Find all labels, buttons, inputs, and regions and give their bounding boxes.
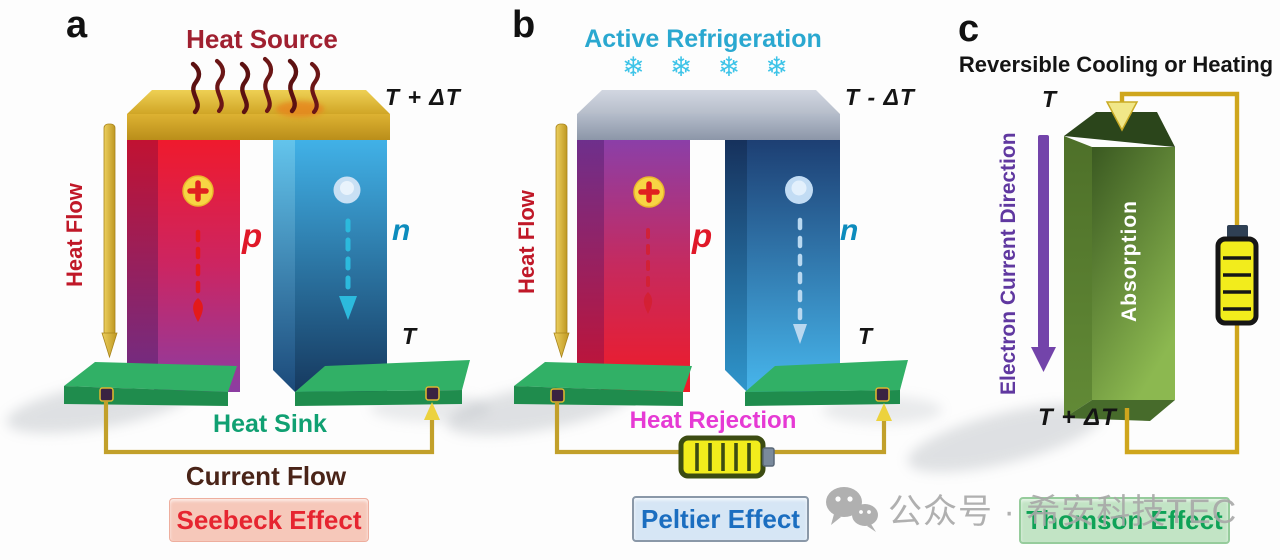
snowflake-icon: ❄ [669, 52, 693, 82]
terminal-right [425, 386, 440, 401]
snowflake-icons: ❄ ❄ ❄ ❄ [622, 54, 788, 81]
electron-current-direction-label: Electron Current Direction [997, 132, 1020, 396]
temp-cold-label-b: T - ΔT [845, 84, 915, 110]
n-leg-front [295, 140, 387, 392]
heat-rejection-label: Heat Rejection [629, 407, 797, 434]
electron-icon [785, 176, 813, 204]
flame-icon [287, 58, 299, 114]
panel-label-a: a [66, 4, 88, 46]
heat-flow-arrow [101, 123, 118, 359]
flame-icon [262, 56, 274, 114]
n-leg-label-b: n [840, 214, 859, 247]
thomson-effect-badge: Thomson Effect [1019, 497, 1230, 544]
junction-arrow [1105, 101, 1139, 132]
positive-charge-icon [633, 176, 665, 208]
electron-current-arrow [1031, 135, 1056, 372]
watermark-text: 公众号 · 希安科技TEC [888, 493, 1238, 531]
panel-b-art [514, 90, 908, 479]
reversible-title: Reversible Cooling or Heating [958, 52, 1274, 77]
battery-icon [678, 435, 775, 479]
temp-hot-label-a: T + ΔT [385, 84, 461, 110]
cold-plate [577, 90, 840, 140]
flame-icon [239, 61, 251, 115]
p-leg-label-a: p [242, 217, 263, 254]
watermark: 公众号 · 希安科技TEC [824, 484, 1237, 533]
absorption-label: Absorption [1118, 200, 1141, 322]
battery-icon [1215, 225, 1259, 326]
temp-bottom-label-c: T + ΔT [1038, 404, 1117, 431]
snowflake-icon: ❄ [622, 52, 645, 82]
thomson-leg-side [1064, 136, 1092, 418]
circuit-wire [554, 402, 887, 455]
peltier-effect-badge: Peltier Effect [632, 496, 809, 542]
hole-drift-arrow [193, 229, 203, 322]
panel-c-art [1031, 91, 1259, 455]
temp-top-label-c: T [1042, 86, 1058, 112]
heat-sink-right [295, 360, 470, 406]
terminal-left [550, 388, 565, 403]
snowflake-icon: ❄ [717, 52, 741, 82]
thomson-leg-top [1064, 112, 1175, 147]
temp-cold-label-a: T [402, 323, 418, 349]
heat-flow-label-b: Heat Flow [514, 190, 539, 294]
ember-glow [276, 101, 324, 117]
thomson-effect-label: Thomson Effect [1026, 505, 1223, 535]
active-refrigeration-label: Active Refrigeration [584, 25, 822, 53]
n-leg-label-a: n [392, 214, 411, 247]
panel-label-b: b [512, 4, 536, 46]
panel-a-art [64, 56, 470, 455]
heat-sink-left [64, 362, 237, 406]
n-leg-side [725, 140, 747, 392]
p-leg-label-b: p [692, 217, 713, 254]
snowflake-icon: ❄ [765, 52, 788, 82]
peltier-effect-label: Peltier Effect [641, 503, 800, 534]
shadow [907, 403, 1103, 473]
electron-drift-arrow [793, 217, 807, 344]
temp-base-label-b: T [858, 323, 874, 349]
wechat-bubbles-icon [826, 486, 878, 532]
p-leg-side [127, 140, 158, 392]
heat-source-label: Heat Source [186, 24, 338, 54]
circuit-wire [1119, 91, 1240, 455]
n-leg-side [273, 140, 295, 392]
electron-icon [333, 176, 361, 204]
terminal-right [875, 387, 890, 402]
thomson-leg-front [1092, 147, 1175, 400]
base-plate-left [514, 362, 692, 406]
flame-icons [190, 56, 321, 115]
flame-icon [190, 61, 202, 115]
wire-arrowhead [876, 403, 892, 421]
circuit-wire [103, 401, 435, 455]
heat-sink-label: Heat Sink [213, 410, 327, 438]
current-flow-label: Current Flow [185, 461, 347, 491]
wire-arrowhead [424, 402, 440, 420]
base-plate-right [745, 360, 908, 406]
flame-icon [214, 58, 226, 114]
heat-flow-label-a: Heat Flow [62, 183, 87, 287]
panel-label-c: c [958, 8, 980, 50]
terminal-left [99, 387, 114, 402]
flame-icon [309, 61, 321, 115]
electron-drift-arrow [339, 218, 357, 320]
seebeck-effect-badge: Seebeck Effect [169, 498, 369, 542]
seebeck-effect-label: Seebeck Effect [176, 504, 362, 535]
positive-charge-icon [182, 175, 214, 207]
thomson-leg-bottom [1064, 400, 1175, 421]
heat-source-plate [127, 90, 390, 140]
heat-flow-arrow [553, 123, 570, 359]
hole-drift-arrow [643, 228, 653, 314]
p-leg-side [577, 140, 604, 392]
